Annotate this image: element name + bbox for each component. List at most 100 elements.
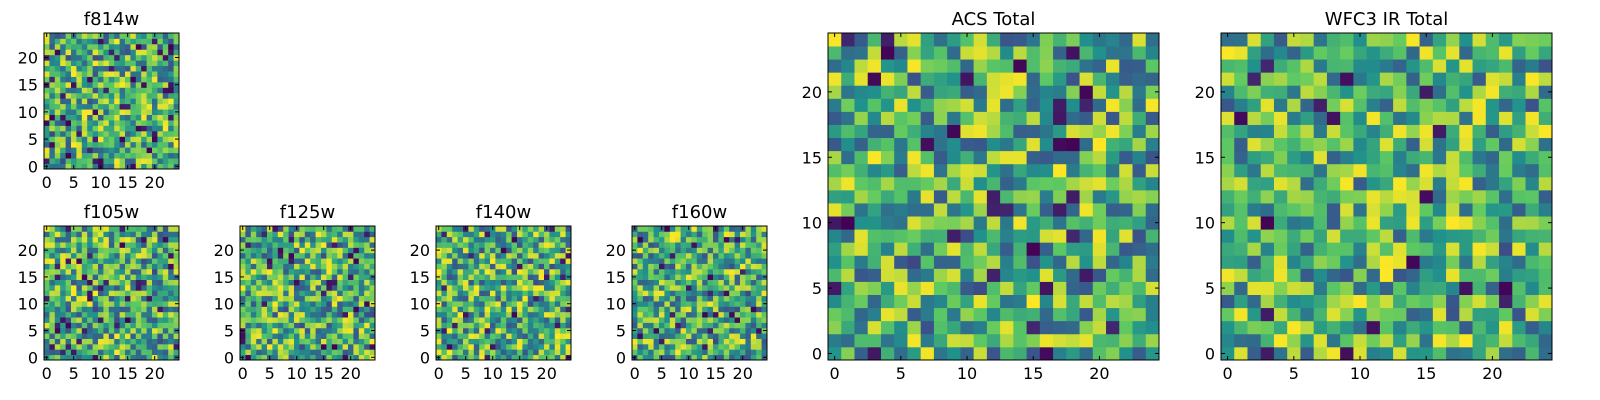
heatmap-cell — [71, 125, 77, 132]
heatmap-cell — [1393, 333, 1407, 348]
heatmap-cell — [1472, 163, 1487, 178]
heatmap-cell — [718, 226, 725, 232]
heatmap-cell — [310, 263, 316, 270]
heatmap-cell — [256, 333, 262, 339]
heatmap-cell — [1419, 72, 1434, 86]
heatmap-cell — [173, 43, 180, 50]
heatmap-cell — [549, 333, 556, 339]
heatmap-cell — [479, 295, 485, 302]
heatmap-cell — [707, 279, 714, 286]
heatmap-cell — [511, 226, 518, 232]
heatmap-cell — [740, 327, 746, 334]
heatmap-cell — [157, 71, 164, 77]
heatmap-cell — [76, 338, 83, 345]
heatmap-cell — [648, 322, 654, 329]
heatmap-cell — [326, 290, 333, 297]
heatmap-cell — [1287, 98, 1301, 112]
heatmap-cell — [1419, 85, 1434, 99]
heatmap-cell — [669, 343, 676, 350]
heatmap-cell — [1432, 216, 1447, 230]
heatmap-cell — [130, 268, 137, 275]
heatmap-cell — [441, 279, 448, 286]
heatmap-cell — [348, 242, 354, 248]
heatmap-cell — [65, 274, 72, 280]
heatmap-cell — [60, 226, 66, 232]
heatmap-cell — [240, 231, 246, 238]
heatmap-cell — [245, 343, 252, 350]
heatmap-cell — [125, 87, 131, 94]
heatmap-cell — [1039, 98, 1054, 112]
heatmap-cell — [533, 327, 539, 334]
heatmap-cell — [1119, 72, 1133, 86]
heatmap-cell — [1432, 33, 1447, 47]
heatmap-cell — [358, 236, 365, 243]
heatmap-cell — [947, 203, 961, 217]
heatmap-cell — [141, 120, 147, 126]
chart-title: WFC3 IR Total — [1325, 9, 1448, 30]
heatmap-cell — [750, 354, 757, 361]
heatmap-cell — [756, 349, 762, 356]
heatmap-cell — [152, 65, 158, 72]
heatmap-cell — [337, 284, 343, 291]
heatmap-cell — [761, 252, 768, 259]
heatmap-cell — [331, 263, 338, 270]
heatmap-cell — [538, 274, 545, 280]
heatmap-cell — [664, 295, 671, 302]
heatmap-cell — [65, 60, 72, 67]
heatmap-cell — [1538, 33, 1553, 47]
heatmap-cell — [473, 268, 480, 275]
heatmap-cell — [76, 147, 83, 154]
heatmap-cell — [92, 333, 99, 339]
heatmap-cell — [506, 317, 512, 323]
heatmap-cell — [1079, 85, 1094, 99]
heatmap-cell — [342, 242, 349, 248]
heatmap-cell — [495, 343, 502, 350]
heatmap-cell — [500, 306, 507, 313]
heatmap-cell — [659, 317, 665, 323]
heatmap-cell — [1446, 98, 1460, 112]
heatmap-cell — [326, 226, 333, 232]
heatmap-cell — [1145, 33, 1160, 47]
heatmap-cell — [141, 252, 147, 259]
heatmap-cell — [522, 252, 529, 259]
heatmap-cell — [441, 322, 448, 329]
heatmap-cell — [533, 284, 539, 291]
heatmap-cell — [664, 338, 671, 345]
heatmap-cell — [920, 176, 935, 191]
heatmap-cell — [490, 274, 496, 280]
heatmap-cell — [686, 306, 692, 313]
heatmap-cell — [522, 258, 529, 264]
heatmap-cell — [642, 226, 649, 232]
heatmap-cell — [1538, 216, 1553, 230]
heatmap-cell — [463, 231, 469, 238]
heatmap-cell — [1287, 189, 1301, 204]
heatmap-cell — [533, 226, 539, 232]
heatmap-cell — [473, 263, 480, 270]
heatmap-cell — [1340, 307, 1354, 322]
heatmap-cell — [157, 279, 164, 286]
heatmap-cell — [108, 226, 115, 232]
heatmap-cell — [1340, 59, 1354, 73]
heatmap-cell — [1119, 229, 1133, 243]
y-tick-label: 0 — [28, 157, 38, 176]
heatmap-cell — [669, 327, 676, 334]
heatmap-cell — [511, 317, 518, 323]
heatmap-cell — [261, 295, 268, 302]
heatmap-cell — [114, 263, 120, 270]
heatmap-cell — [168, 284, 174, 291]
heatmap-cell — [337, 317, 343, 323]
heatmap-cell — [1221, 216, 1235, 230]
heatmap-cell — [1260, 216, 1275, 230]
heatmap-cell — [1446, 268, 1460, 282]
heatmap-cell — [1300, 255, 1315, 269]
heatmap-cell — [894, 124, 908, 139]
heatmap-cell — [1432, 98, 1447, 112]
heatmap-cell — [81, 49, 88, 56]
heatmap-cell — [130, 60, 137, 67]
heatmap-cell — [500, 322, 507, 329]
heatmap-cell — [65, 33, 72, 39]
heatmap-cell — [1393, 242, 1407, 256]
plot-frame — [827, 32, 1160, 361]
y-tick-label: 15 — [802, 148, 822, 167]
heatmap-cell — [1066, 229, 1080, 243]
